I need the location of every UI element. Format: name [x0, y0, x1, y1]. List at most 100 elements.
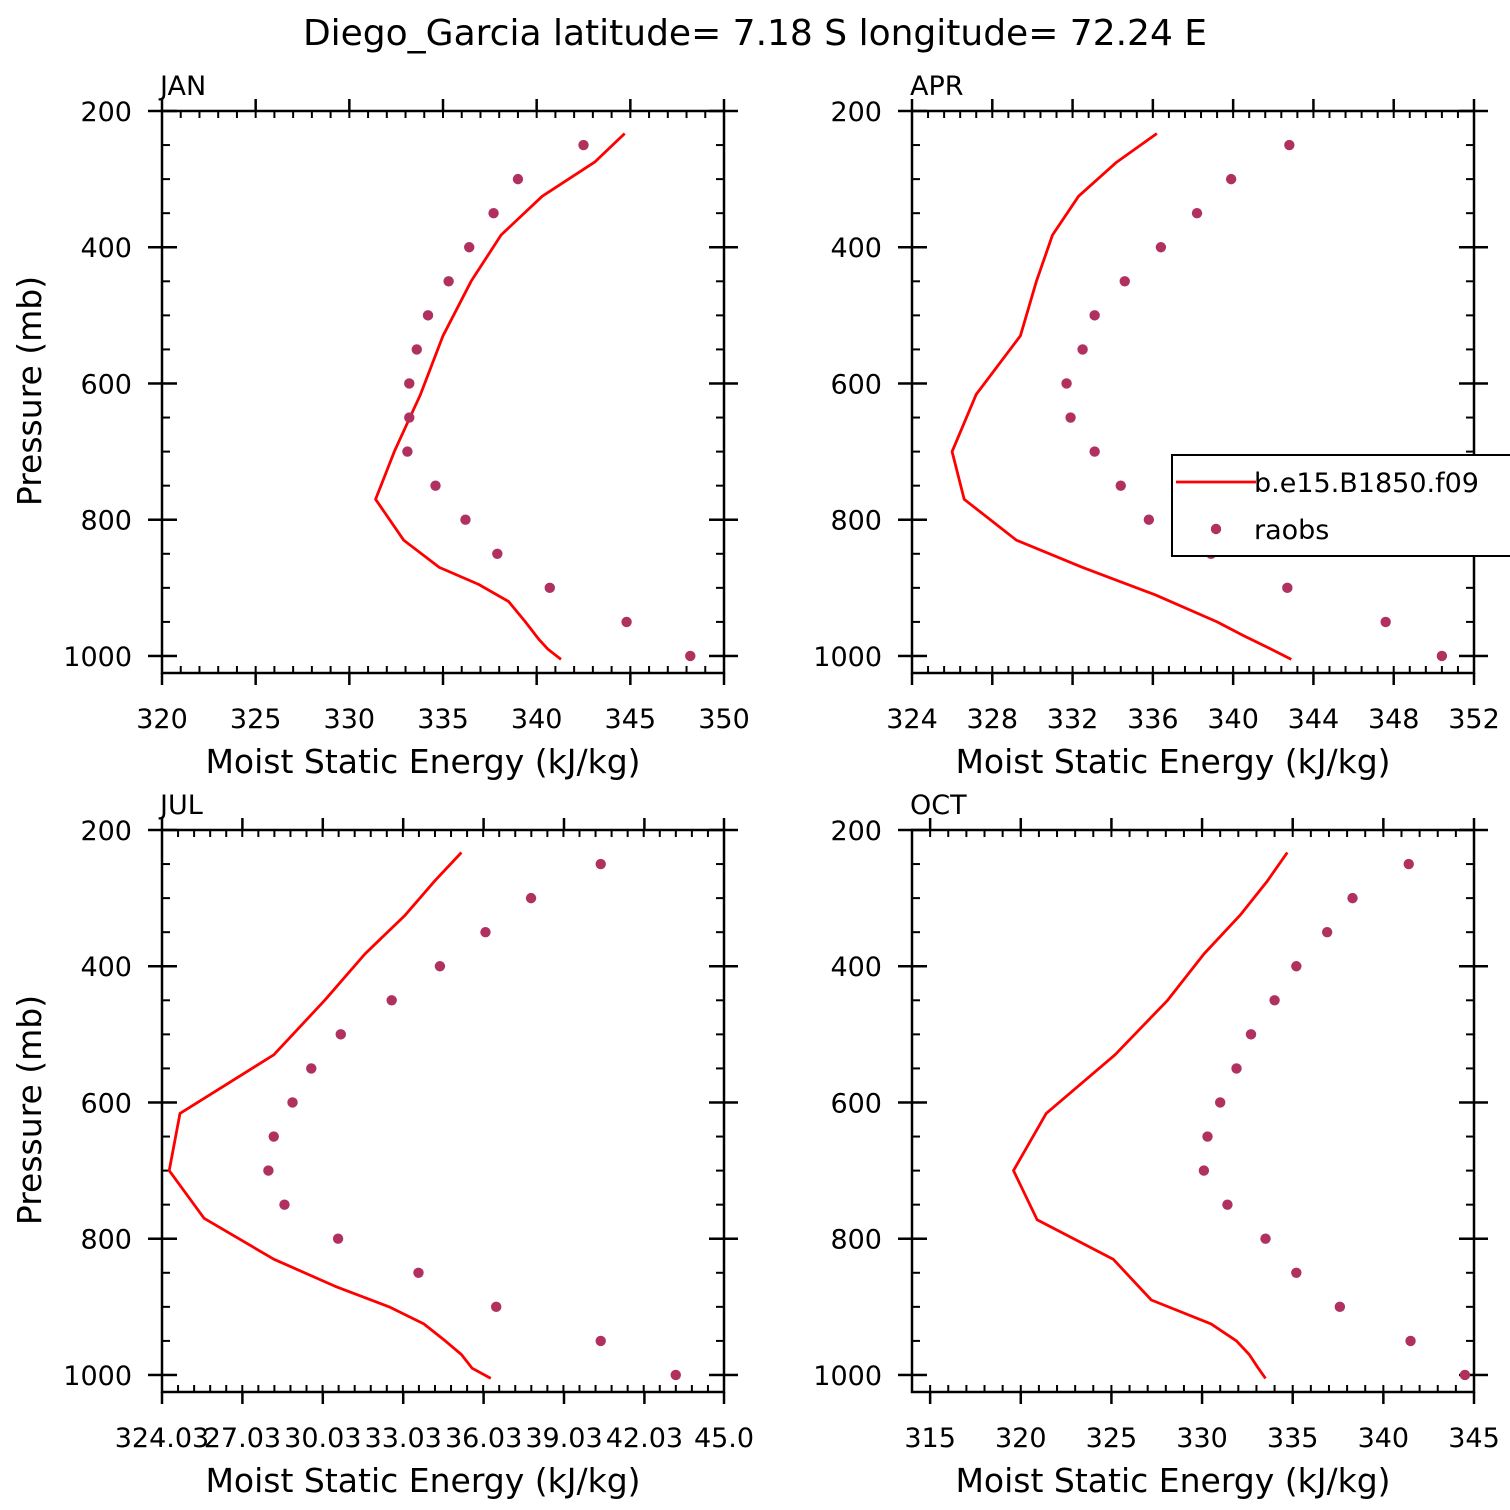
x-tick-label: 42.03	[606, 1423, 683, 1454]
model-series-line	[1012, 851, 1289, 1380]
raobs-point	[1291, 961, 1302, 972]
panel-label: JUL	[158, 790, 203, 821]
x-tick-label: 336	[1127, 704, 1179, 735]
legend-model-label: b.e15.B1850.f09	[1254, 468, 1479, 499]
y-tick-label: 200	[830, 816, 882, 847]
x-tick-label: 324	[886, 704, 938, 735]
x-tick-label: 330	[1176, 1423, 1228, 1454]
y-tick-label: 600	[830, 1088, 882, 1119]
raobs-point	[1282, 582, 1293, 594]
legend: b.e15.B1850.f09 raobs	[1171, 454, 1510, 557]
raobs-point	[279, 1199, 290, 1210]
raobs-point	[1065, 412, 1076, 423]
raobs-point	[464, 242, 475, 253]
raobs-point	[1119, 276, 1130, 287]
raobs-point	[404, 412, 415, 423]
y-tick-label: 200	[80, 816, 132, 847]
chart-title: Diego_Garcia latitude= 7.18 S longitude=…	[303, 13, 1207, 54]
y-tick-label: 1000	[63, 1361, 132, 1392]
x-tick-label: 348	[1368, 704, 1420, 735]
model-series-line	[167, 851, 492, 1380]
panel-label: OCT	[910, 790, 967, 821]
y-tick-label: 1000	[63, 642, 132, 673]
y-axis-title: Pressure (mb)	[10, 276, 49, 506]
y-tick-label: 200	[80, 97, 132, 128]
raobs-point	[1089, 446, 1100, 457]
plot-frame	[910, 109, 1476, 675]
y-tick-label: 600	[80, 369, 132, 400]
raobs-point	[263, 1165, 274, 1176]
raobs-point	[460, 514, 471, 525]
y-tick-label: 400	[80, 952, 132, 983]
x-tick-label: 315	[904, 1423, 956, 1454]
raobs-point	[430, 480, 441, 491]
raobs-point	[386, 995, 397, 1006]
raobs-point	[404, 378, 415, 389]
x-tick-label: 340	[1207, 704, 1259, 735]
raobs-point	[544, 582, 555, 594]
raobs-point	[306, 1063, 317, 1074]
panel-jan: JAN 320 325 330 335 340 345 350 200 400 600 800 1000…	[10, 71, 750, 781]
plot-frame	[910, 828, 1476, 1394]
plot-frame	[160, 109, 726, 675]
panel-label: JAN	[158, 71, 206, 102]
x-tick-label: 33.03	[365, 1423, 442, 1454]
raobs-point	[1225, 173, 1237, 185]
x-tick-label: 340	[1358, 1423, 1410, 1454]
y-tick-label: 400	[80, 233, 132, 264]
y-tick-label: 600	[830, 369, 882, 400]
raobs-point	[578, 139, 589, 151]
raobs-point	[595, 1335, 606, 1347]
raobs-point	[1089, 310, 1100, 321]
x-tick-label: 320	[136, 704, 188, 735]
raobs-point	[1405, 1335, 1416, 1347]
raobs-point	[1191, 207, 1203, 219]
raobs-point	[434, 961, 446, 972]
x-tick-label: 36.03	[445, 1423, 522, 1454]
raobs-point	[1403, 858, 1414, 870]
y-tick-label: 800	[830, 506, 882, 537]
panel-apr: APR 324 328 332 336 340 344 348 352 200 400 600 800 1…	[813, 71, 1510, 781]
model-series-line	[950, 132, 1292, 661]
y-tick-label: 400	[830, 952, 882, 983]
raobs-point	[1260, 1233, 1271, 1244]
x-tick-label: 39.03	[525, 1423, 602, 1454]
y-tick-label: 600	[80, 1088, 132, 1119]
raobs-point	[1077, 344, 1088, 355]
x-tick-label: 328	[967, 704, 1019, 735]
raobs-point	[492, 548, 503, 559]
raobs-point	[1214, 1097, 1226, 1108]
x-tick-label: 345	[605, 704, 657, 735]
panel-label: APR	[910, 71, 964, 102]
x-tick-label: 340	[511, 704, 563, 735]
raobs-point	[1155, 242, 1167, 253]
raobs-point	[1459, 1369, 1471, 1381]
x-tick-label: 344	[1288, 704, 1340, 735]
x-tick-label: 27.03	[204, 1423, 281, 1454]
x-tick-label: 325	[230, 704, 282, 735]
y-axis-title: Pressure (mb)	[10, 995, 49, 1225]
x-tick-label: 30.03	[284, 1423, 361, 1454]
raobs-point	[1291, 1267, 1302, 1278]
raobs-point	[1245, 1029, 1257, 1040]
x-tick-label: 332	[1047, 704, 1099, 735]
raobs-point	[287, 1097, 298, 1108]
raobs-point	[413, 1267, 424, 1278]
y-tick-label: 400	[830, 233, 882, 264]
raobs-point	[1436, 650, 1448, 662]
raobs-point	[1321, 926, 1333, 938]
x-axis-title: Moist Static Energy (kJ/kg)	[955, 742, 1390, 781]
raobs-point	[685, 650, 696, 662]
raobs-point	[402, 446, 413, 457]
raobs-point	[422, 310, 434, 321]
raobs-point	[332, 1233, 344, 1244]
raobs-point	[1380, 616, 1391, 628]
x-tick-label: 345	[1448, 1423, 1500, 1454]
x-tick-label: 335	[1267, 1423, 1319, 1454]
legend-box	[1171, 454, 1510, 557]
raobs-point	[1334, 1301, 1346, 1313]
raobs-point	[512, 173, 524, 185]
panel-oct: OCT 315 320 325 330 335 340 345 200 400 600 800 1000…	[813, 790, 1499, 1500]
